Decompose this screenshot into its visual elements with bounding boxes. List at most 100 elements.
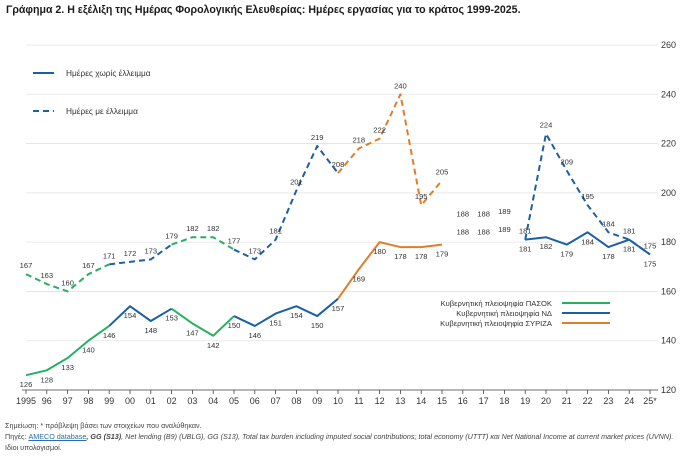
data-label-no-deficit: 133 <box>61 363 74 372</box>
data-label-no-deficit: 128 <box>40 375 53 384</box>
x-tick-label: 24 <box>624 396 634 406</box>
x-tick-label: 04 <box>208 396 218 406</box>
data-label-with-deficit: 209 <box>560 158 573 167</box>
ameco-link[interactable]: AMECO database <box>28 432 87 441</box>
data-label-no-deficit: 142 <box>207 341 220 350</box>
footnote: Σημείωση: * πρόβλεψη βάσει των στοιχείων… <box>5 421 202 430</box>
data-label-with-deficit: 167 <box>82 261 95 270</box>
series-lines <box>25 93 651 377</box>
x-tick-label: 16 <box>458 396 468 406</box>
data-labels: 126 167 128 163 133 160 140 167 146 171 154 172 148 1… <box>20 81 657 389</box>
x-tick-label: 15 <box>437 396 447 406</box>
data-label-no-deficit: 175 <box>644 259 657 268</box>
x-tick-label: 1995 <box>16 396 36 406</box>
data-label-no-deficit: 153 <box>165 314 178 323</box>
series-line-no-deficit <box>25 325 110 377</box>
data-label-with-deficit: 189 <box>498 207 511 216</box>
data-label-no-deficit: 150 <box>228 321 241 330</box>
data-label-no-deficit: 189 <box>498 225 511 234</box>
chart-title: Γράφημα 2. Η εξέλιξη της Ημέρας Φορολογι… <box>6 4 521 16</box>
series-line-with-deficit <box>524 132 651 256</box>
legend-series: Ημέρες χωρίς έλλειμμα Ημέρες με έλλειμμα <box>33 68 151 116</box>
x-tick-label: 09 <box>312 396 322 406</box>
data-label-no-deficit: 179 <box>436 250 449 259</box>
data-label-no-deficit: 148 <box>144 326 157 335</box>
data-label-no-deficit: 150 <box>311 321 324 330</box>
data-label-with-deficit: 208 <box>332 160 345 169</box>
data-label-with-deficit: 188 <box>477 209 490 218</box>
y-tick-label: 180 <box>661 237 676 247</box>
data-label-no-deficit: 157 <box>332 304 345 313</box>
x-tick-label: 08 <box>291 396 301 406</box>
data-label-no-deficit: 146 <box>103 331 116 340</box>
data-label-with-deficit: 172 <box>124 249 137 258</box>
y-tick-label: 140 <box>661 336 676 346</box>
x-tick-label: 10 <box>333 396 343 406</box>
x-tick-label: 96 <box>42 396 52 406</box>
data-label-with-deficit: 195 <box>581 192 594 201</box>
x-tick-label: 99 <box>104 396 114 406</box>
x-tick-label: 19 <box>520 396 530 406</box>
series-line-with-deficit <box>337 93 443 207</box>
data-label-no-deficit: 178 <box>602 252 615 261</box>
legend-label: Ημέρες χωρίς έλλειμμα <box>66 68 151 78</box>
x-tick-label: 00 <box>125 396 135 406</box>
data-label-with-deficit: 167 <box>20 261 33 270</box>
x-tick-label: 01 <box>146 396 156 406</box>
legend-label: Κυβερνητική πλειοψηφία ΝΔ <box>456 309 552 318</box>
data-label-no-deficit: 179 <box>560 250 573 259</box>
x-tick-label: 12 <box>375 396 385 406</box>
line-chart: 120 140 160 180 200 220 240 260 1995 96 97 98 99 00 0… <box>16 40 676 406</box>
data-label-with-deficit: 182 <box>186 224 199 233</box>
own-calculations: Ιδίοι υπολογισμοί. <box>5 443 62 452</box>
legend-periods: Κυβερνητική πλειοψηφία ΠΑΣΟΚΚυβερνητική … <box>440 299 610 328</box>
data-label-no-deficit: 184 <box>581 237 594 246</box>
x-tick-label: 98 <box>83 396 93 406</box>
series-line-with-deficit <box>171 236 235 251</box>
series-line-with-deficit <box>109 243 173 266</box>
own-calculations-text: Ιδίοι υπολογισμοί. <box>5 443 62 452</box>
x-tick-label: 06 <box>250 396 260 406</box>
data-label-with-deficit: 218 <box>352 136 365 145</box>
sources-prefix: Πηγές: <box>5 432 29 441</box>
x-tick-label: 11 <box>354 396 363 406</box>
data-label-with-deficit: 173 <box>144 246 157 255</box>
x-tick-label: 18 <box>499 396 509 406</box>
data-label-with-deficit: 188 <box>456 209 469 218</box>
gridlines <box>26 44 658 391</box>
x-tick-label: 03 <box>187 396 197 406</box>
data-label-with-deficit: 181 <box>623 227 636 236</box>
data-label-no-deficit: 181 <box>623 245 636 254</box>
data-label-no-deficit: 182 <box>540 242 553 251</box>
legend-label: Κυβερνητική πλειοψηφία ΠΑΣΟΚ <box>441 299 552 308</box>
data-label-no-deficit: 178 <box>394 252 407 261</box>
series-line-no-deficit <box>337 241 443 300</box>
x-tick-label: 14 <box>416 396 426 406</box>
data-label-no-deficit: 188 <box>477 227 490 236</box>
x-tick-label: 23 <box>603 396 613 406</box>
data-label-with-deficit: 182 <box>207 224 220 233</box>
x-tick-label: 25* <box>643 396 657 406</box>
data-label-with-deficit: 171 <box>103 251 116 260</box>
data-label-with-deficit: 163 <box>40 271 53 280</box>
y-tick-label: 260 <box>661 40 676 50</box>
data-label-no-deficit: 147 <box>186 328 199 337</box>
series-line-no-deficit <box>108 305 173 327</box>
series-line-with-deficit <box>25 263 110 293</box>
x-tick-label: 07 <box>271 396 281 406</box>
y-tick-label: 120 <box>661 385 676 395</box>
y-tick-label: 160 <box>661 286 676 296</box>
y-tick-label: 220 <box>661 139 676 149</box>
series-line-no-deficit <box>233 298 339 327</box>
x-axis: 1995 96 97 98 99 00 01 02 03 04 05 06 07 08 09 10 11 12 13… <box>16 389 658 406</box>
data-label-no-deficit: 146 <box>248 331 261 340</box>
x-tick-label: 17 <box>479 396 489 406</box>
data-label-no-deficit: 181 <box>519 245 532 254</box>
data-label-with-deficit: 179 <box>165 232 178 241</box>
x-tick-label: 21 <box>562 396 572 406</box>
data-label-no-deficit: 154 <box>124 311 137 320</box>
y-tick-label: 240 <box>661 89 676 99</box>
sources-bold: , GG (S13) <box>86 432 122 441</box>
x-tick-label: 97 <box>63 396 73 406</box>
y-axis: 120 140 160 180 200 220 240 260 <box>661 40 676 395</box>
